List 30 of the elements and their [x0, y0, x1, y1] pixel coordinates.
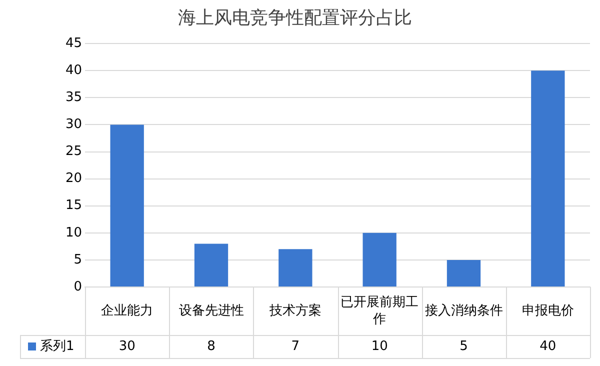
x-tick-label: 接入消纳条件: [424, 303, 503, 318]
y-tick-label: 0: [74, 279, 82, 294]
bar: [531, 70, 565, 286]
data-label: 40: [540, 338, 556, 354]
data-label: 7: [291, 338, 300, 354]
y-tick-label: 20: [65, 171, 82, 186]
y-tick-label: 5: [74, 252, 82, 268]
legend-label: 系列1: [40, 338, 74, 354]
y-tick-label: 45: [65, 36, 82, 51]
bar: [278, 249, 312, 286]
y-tick-label: 30: [65, 117, 82, 132]
y-tick-label: 40: [65, 63, 82, 78]
y-tick-label: 10: [65, 225, 82, 240]
bar: [110, 124, 144, 286]
y-tick-label: 25: [65, 144, 82, 160]
y-tick-label: 15: [65, 198, 82, 214]
x-tick-label: 技术方案: [268, 302, 322, 318]
data-label: 10: [371, 338, 388, 354]
y-tick-label: 35: [65, 90, 82, 106]
x-tick-label: 已开展前期工作: [340, 294, 419, 327]
data-label: 30: [118, 338, 136, 354]
data-label: 5: [460, 338, 468, 354]
bar: [194, 244, 228, 286]
x-tick-label: 申报电价: [522, 303, 574, 318]
x-tick-label: 企业能力: [101, 303, 154, 318]
chart-title: 海上风电竞争性配置评分占比: [178, 7, 412, 28]
x-tick-label: 设备先进性: [178, 303, 244, 318]
bar: [446, 260, 481, 286]
bar: [362, 232, 396, 286]
data-label: 8: [207, 338, 216, 354]
